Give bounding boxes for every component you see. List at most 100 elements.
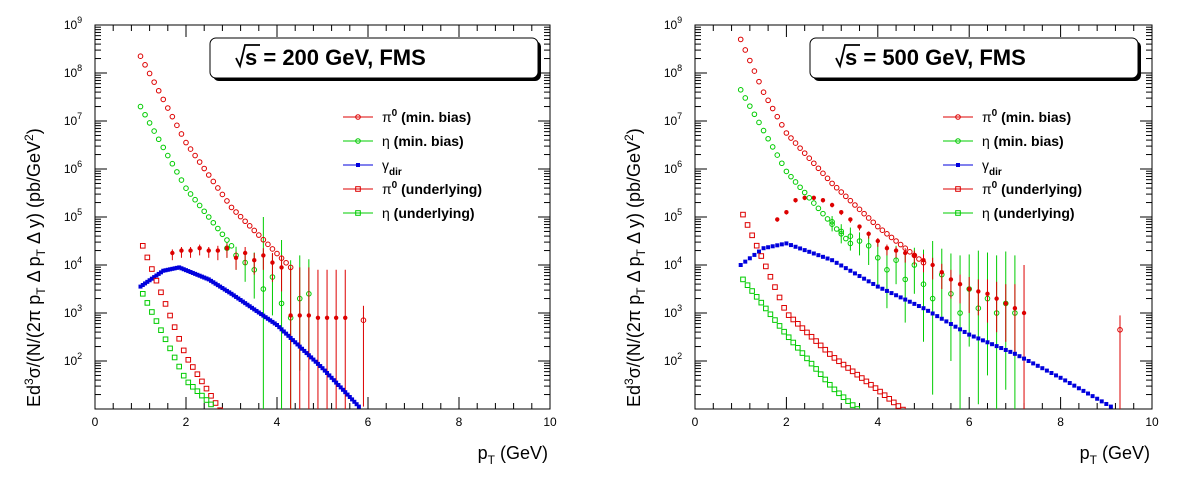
gamma_dir-point [261,313,266,318]
gamma_dir-point [190,270,195,275]
gamma_dir-point [1081,388,1086,393]
pi0_underlying-point [804,329,810,336]
pi0_minbias-point [205,172,212,178]
gamma_dir-point [884,288,889,293]
y-tick-label: 102 [664,351,682,368]
y-tick-base: 10 [64,18,78,32]
eta_minbias-point [797,184,803,191]
eta_minbias-point [806,195,813,201]
gamma_dir-point [343,390,348,395]
gamma_dir-point [350,397,355,402]
eta_minbias-point [801,189,808,196]
legend-marker [356,163,360,167]
pi0_minbias-point [879,227,886,233]
y-tick-base: 10 [64,66,78,80]
eta_minbias-point [228,243,235,249]
legend-marker [955,210,961,216]
y-tick-label: 105 [664,207,682,224]
gamma_dir-point [1054,373,1059,378]
pi0_underlying-point [813,338,819,344]
title-box-frame [209,37,539,79]
pi0-data-point [976,289,981,294]
gamma_dir-point [743,259,748,264]
legend-label: η (underlying) [382,205,475,221]
y-tick-base: 10 [664,306,678,320]
gamma_dir-point [1108,404,1113,409]
gamma_dir-point [747,256,752,261]
eta_minbias-point [224,237,230,243]
gamma_dir-point [761,246,766,251]
pi0_minbias-point [183,139,189,146]
y-title-part: Δ p [624,256,644,287]
gamma_dir-point [181,267,186,272]
pi0_underlying-point [180,347,187,354]
y-tick-exponent: 8 [77,63,82,73]
y-tick-exponent: 9 [77,15,82,25]
gamma_dir-point [738,263,743,267]
pi0_minbias-point [801,150,808,156]
pi0-data-point [206,248,211,253]
eta_underlying-point [763,305,769,312]
pi0_minbias-point [906,249,913,255]
pi0-data-point [279,265,284,270]
gamma_dir-point [848,268,853,273]
y-axis-title: Ed3σ/(N/(2π pT Δ pT Δ y) (pb/GeV2) [622,128,648,407]
legend-sub: dir [389,167,402,178]
pi0_underlying-point [785,312,792,318]
eta_underlying-point [171,354,178,361]
eta-data-point [875,254,881,261]
legend-text: (min. bias) [997,109,1071,125]
gamma_dir-point [971,334,976,339]
eta_minbias-point [820,210,826,217]
pi0_minbias-point [779,122,785,128]
legend-marker [355,186,361,192]
eta_underlying-point [827,381,833,388]
pi0_underlying-point [158,289,164,296]
legend-label: π0 (min. bias) [982,108,1071,125]
gamma_dir-point [172,266,177,271]
gamma_dir-point [811,251,816,256]
y-title-part: Δ p [24,256,44,287]
eta_underlying-point [772,317,778,323]
gamma_dir-point [158,270,163,275]
pi0_underlying-point [790,316,797,323]
pi0-data-point [939,270,944,275]
pi0-data-point [930,262,935,268]
x-title-sub: T [488,453,496,467]
eta_underlying-point [190,384,196,390]
x-axis-title: pT (GeV) [1080,443,1150,467]
eta_minbias-point [137,103,144,110]
pi0_minbias-point [833,184,840,191]
gamma_dir-point [798,246,803,251]
gamma_dir-point [140,283,145,288]
legend-marker [355,114,361,120]
y-title-sub: T [634,248,648,256]
gamma_dir-point [834,260,839,265]
pi0_minbias-point [146,70,153,77]
pi0_underlying-point [776,294,783,301]
gamma_dir-point [186,269,191,274]
pi0_underlying-point [212,400,219,406]
eta_minbias-point [165,152,171,159]
gamma_dir-point [270,319,275,324]
title-sqrt-s: s [245,45,257,70]
pi0_minbias-point [260,236,267,243]
sqrt-sign [235,44,260,69]
gamma_dir-point [779,242,784,247]
pi0_underlying-point [854,371,861,378]
legend-marker [355,210,361,216]
eta_underlying-point [208,401,214,408]
pi0_minbias-point [774,113,781,120]
pi0_underlying-point [808,333,815,340]
eta_underlying-point [849,402,856,408]
gamma_dir-point [215,283,220,288]
x-tick-label: 6 [966,415,973,429]
eta-data-point [902,276,909,283]
x-tick-label: 2 [183,415,190,429]
gamma_dir-point [254,308,259,313]
plot-area [137,53,367,409]
pi0-data-point [324,315,330,320]
y-tick-exponent: 9 [677,15,682,25]
pi0_underlying-point [859,375,865,381]
y-tick-label: 105 [64,207,82,224]
